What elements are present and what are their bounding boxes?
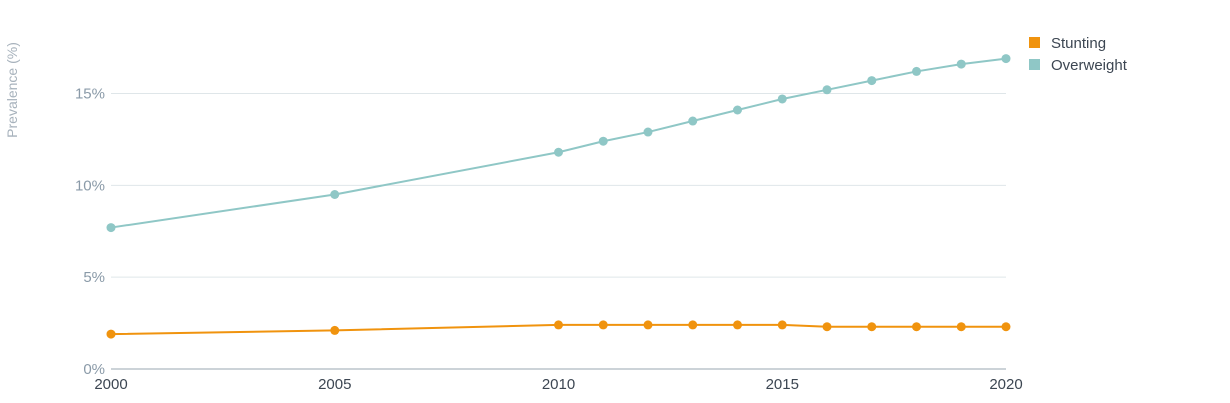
y-tick-label: 0% xyxy=(83,361,105,378)
grid-lines xyxy=(111,92,1006,278)
data-point-overweight[interactable] xyxy=(733,105,742,115)
x-tick-label: 2020 xyxy=(989,376,1022,393)
series-overweight xyxy=(106,54,1011,233)
x-tick-label: 2015 xyxy=(766,376,799,393)
data-point-stunting[interactable] xyxy=(1001,322,1011,332)
legend-label: Overweight xyxy=(1051,57,1128,74)
legend-item-stunting[interactable]: Stunting xyxy=(1029,35,1106,52)
x-tick-label: 2000 xyxy=(94,376,127,393)
x-tick-label: 2005 xyxy=(318,376,351,393)
legend-item-overweight[interactable]: Overweight xyxy=(1029,57,1128,74)
data-point-stunting[interactable] xyxy=(956,322,966,332)
data-point-stunting[interactable] xyxy=(330,325,340,335)
y-axis-title: Prevalence (%) xyxy=(4,42,20,138)
data-point-stunting[interactable] xyxy=(598,320,608,330)
data-point-overweight[interactable] xyxy=(598,136,608,146)
data-point-overweight[interactable] xyxy=(554,147,563,157)
data-point-overweight[interactable] xyxy=(1001,54,1011,64)
data-point-stunting[interactable] xyxy=(688,320,698,330)
data-point-overweight[interactable] xyxy=(956,59,966,69)
y-tick-label: 15% xyxy=(75,85,105,102)
data-point-overweight[interactable] xyxy=(330,190,340,199)
data-point-stunting[interactable] xyxy=(554,320,563,330)
data-point-overweight[interactable] xyxy=(643,127,653,137)
data-point-stunting[interactable] xyxy=(643,320,653,330)
y-tick-label: 5% xyxy=(83,269,105,286)
data-point-stunting[interactable] xyxy=(912,322,921,332)
data-point-overweight[interactable] xyxy=(867,76,877,86)
data-point-overweight[interactable] xyxy=(912,66,921,76)
y-tick-label: 10% xyxy=(75,177,105,194)
series-stunting xyxy=(106,320,1011,339)
series-lines xyxy=(106,54,1011,339)
data-point-stunting[interactable] xyxy=(822,322,832,332)
y-axis-ticks: 0% 5% 10% 15% xyxy=(75,85,105,378)
legend-swatch xyxy=(1029,59,1040,70)
x-tick-label: 2010 xyxy=(542,376,575,393)
legend: Stunting Overweight xyxy=(1029,35,1128,74)
data-point-stunting[interactable] xyxy=(867,322,877,332)
data-point-overweight[interactable] xyxy=(106,223,116,233)
data-point-overweight[interactable] xyxy=(777,94,787,104)
data-point-stunting[interactable] xyxy=(733,320,742,330)
data-point-stunting[interactable] xyxy=(106,329,116,339)
legend-label: Stunting xyxy=(1051,35,1106,52)
legend-swatch xyxy=(1029,37,1040,48)
data-point-overweight[interactable] xyxy=(822,85,832,95)
data-point-stunting[interactable] xyxy=(777,320,787,330)
x-axis-ticks: 2000 2005 2010 2015 2020 xyxy=(94,376,1022,393)
data-point-overweight[interactable] xyxy=(688,116,698,126)
